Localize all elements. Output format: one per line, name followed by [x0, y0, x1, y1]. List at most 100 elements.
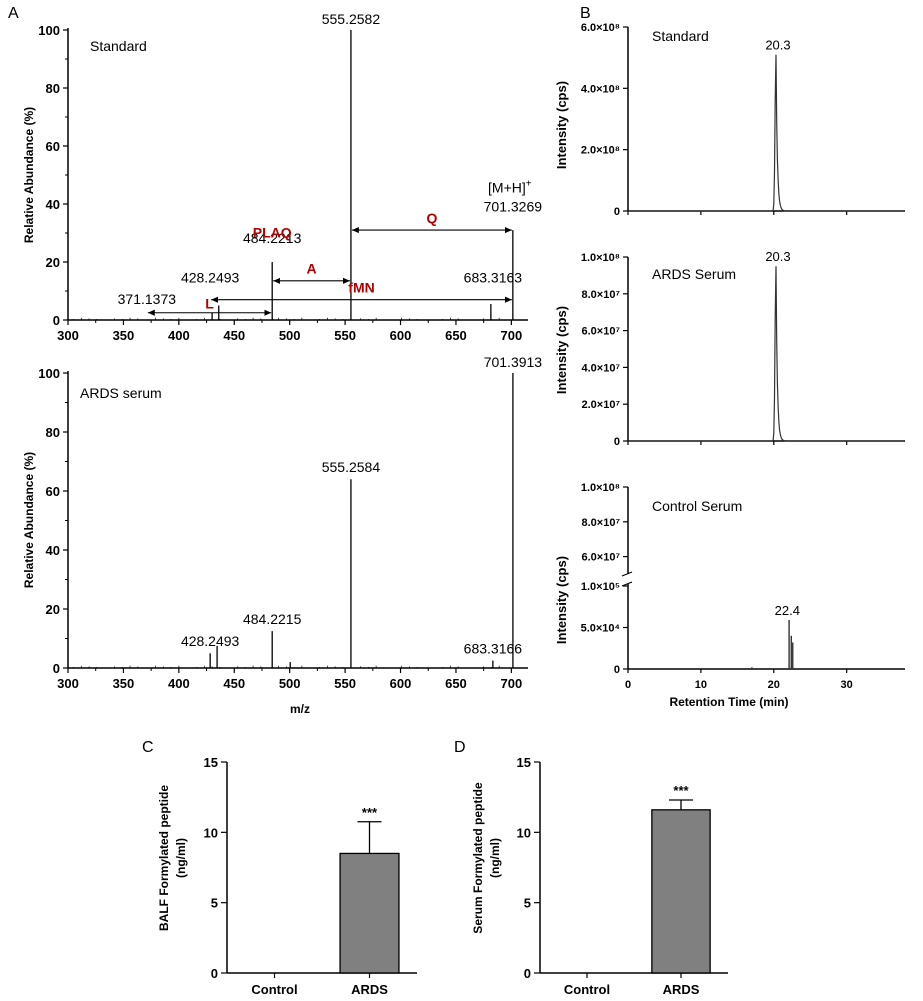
spectrum-ards-x-tick-label: 450: [223, 676, 245, 691]
spectrum-ards-title: ARDS serum: [80, 385, 162, 401]
spectrum-standard-y-tick-label: 40: [46, 197, 60, 212]
chrom-control-y-tick-label: 0: [614, 664, 620, 676]
chrom-standard-ylabel: Intensity (cps): [554, 81, 569, 169]
chrom-control-y-tick-label: 1.0×10⁵: [581, 581, 620, 593]
serum-bar-ards: [651, 809, 711, 974]
panel-letter-c: C: [142, 739, 154, 756]
chrom-standard-y-tick-label: 6.0×10⁸: [581, 22, 620, 34]
serum-significance: ***: [673, 783, 689, 798]
spectrum-standard-peak-label: 371.1373: [118, 291, 177, 307]
panel-letter-d: D: [454, 739, 466, 756]
spectrum-standard-peak-label: 555.2582: [322, 11, 381, 27]
spectrum-ards-peak-label: 484.2215: [243, 611, 302, 627]
spectrum-standard-y-tick-label: 0: [53, 313, 60, 328]
chrom-control-x-tick-label: 0: [625, 679, 631, 691]
balf-ylabel-line2: (ng/ml): [174, 838, 188, 878]
fragment-label: L: [205, 295, 214, 311]
spectrum-ards-peak-label: 555.2584: [322, 459, 381, 475]
spectrum-ards-x-tick-label: 500: [279, 676, 301, 691]
chrom-ards-ylabel: Intensity (cps): [554, 306, 569, 394]
spectrum-standard-peak-label: 428.2493: [181, 269, 240, 285]
chrom-control-ylabel: Intensity (cps): [554, 556, 569, 644]
chrom-standard-y-tick-label: 4.0×10⁸: [581, 83, 620, 95]
chrom-control-peak-label: 22.4: [775, 603, 800, 618]
spectrum-ards-peak-label: 428.2493: [181, 633, 240, 649]
balf-category-label: Control: [251, 982, 297, 997]
chrom-control: 6.0×10⁷ 8.0×10⁷ 1.0×10⁸ 0 5.0×10⁴ 1.0×10⁵ 0 10 2…: [554, 482, 905, 709]
balf-significance: ***: [362, 805, 378, 820]
spectrum-ards-xlabel: m/z: [290, 702, 310, 716]
serum-ylabel-line2: (ng/ml): [488, 838, 502, 878]
panel-letter-a: A: [8, 5, 19, 22]
spectrum-standard-y-tick-label: 20: [46, 255, 60, 270]
fragment-label: PLAQ: [253, 224, 292, 240]
chrom-control-y-tick-label: 6.0×10⁷: [582, 552, 621, 564]
spectrum-standard-x-tick-label: 600: [390, 328, 412, 343]
panel-letter-b: B: [580, 5, 591, 22]
chrom-control-axis-break: [621, 571, 633, 577]
chrom-ards-peak-label: 20.3: [765, 249, 790, 264]
spectrum-ards-y-tick-label: 60: [46, 484, 60, 499]
chrom-ards-y-tick-label: 2.0×10⁷: [582, 399, 621, 411]
spectrum-standard-x-tick-label: 650: [445, 328, 467, 343]
chrom-standard-title: Standard: [652, 28, 709, 44]
serum-y-tick-label: 15: [517, 755, 531, 770]
chrom-standard-trace: [628, 54, 905, 212]
chrom-control-x-tick-label: 10: [695, 679, 707, 691]
spectrum-ards-x-tick-label: 350: [113, 676, 135, 691]
chrom-ards-y-tick-label: 1.0×10⁸: [581, 252, 620, 264]
balf-y-tick-label: 10: [204, 825, 218, 840]
bar-chart-serum: 0 5 10 15 Control ARDS *** Serum Formylated p…: [471, 755, 728, 997]
spectrum-ards-y-tick-label: 20: [46, 602, 60, 617]
balf-bar-ards: [339, 852, 400, 974]
chrom-ards-trace: [628, 266, 905, 442]
spectrum-ards-y-tick-label: 80: [46, 425, 60, 440]
spectrum-ards-x-tick-label: 650: [445, 676, 467, 691]
spectrum-standard-x-tick-label: 500: [279, 328, 301, 343]
serum-category-label: ARDS: [663, 982, 700, 997]
chrom-ards-y-tick-label: 0: [614, 436, 620, 448]
fragment-label: A: [307, 261, 317, 277]
serum-y-tick-label: 0: [524, 966, 531, 981]
serum-category-label: Control: [564, 982, 610, 997]
chrom-control-axis-break: [621, 581, 633, 587]
spectrum-ards-y-tick-label: 100: [38, 366, 60, 381]
chrom-control-y-tick-label: 5.0×10⁴: [581, 623, 620, 635]
balf-y-tick-label: 5: [211, 896, 218, 911]
spectrum-ards-y-tick-label: 0: [53, 661, 60, 676]
chrom-control-title: Control Serum: [652, 498, 742, 514]
chrom-standard: 0 2.0×10⁸ 4.0×10⁸ 6.0×10⁸ 20.3 Standard Int…: [554, 22, 905, 218]
balf-category-label: ARDS: [351, 982, 388, 997]
balf-y-tick-label: 0: [211, 966, 218, 981]
chrom-control-y-tick-label: 1.0×10⁸: [581, 482, 620, 494]
precursor-label: [M+H]+: [488, 178, 532, 195]
serum-y-tick-label: 10: [517, 825, 531, 840]
chrom-standard-y-tick-label: 2.0×10⁸: [581, 145, 620, 157]
serum-ylabel-line1: Serum Formylated peptide: [471, 782, 485, 934]
fragment-label: fMN: [348, 279, 374, 295]
spectrum-standard-x-tick-label: 450: [223, 328, 245, 343]
spectrum-standard-y-tick-label: 60: [46, 139, 60, 154]
spectrum-standard-x-tick-label: 350: [113, 328, 135, 343]
spectrum-standard-x-tick-label: 700: [501, 328, 523, 343]
bar-chart-balf: 0 5 10 15 Control ARDS *** BALF Formylated pe…: [157, 755, 417, 997]
balf-y-tick-label: 15: [204, 755, 218, 770]
spectrum-standard-y-tick-label: 100: [38, 23, 60, 38]
chrom-ards-y-tick-label: 4.0×10⁷: [582, 362, 621, 374]
chrom-ards-y-tick-label: 6.0×10⁷: [582, 326, 621, 338]
spectrum-ards-x-tick-label: 600: [390, 676, 412, 691]
chrom-standard-y-tick-label: 0: [614, 206, 620, 218]
chrom-control-xlabel: Retention Time (min): [669, 695, 788, 709]
spectrum-ards-y-tick-label: 40: [46, 543, 60, 558]
chrom-control-y-tick-label: 8.0×10⁷: [582, 517, 621, 529]
spectrum-ards-ylabel: Relative Abundance (%): [22, 452, 36, 588]
fragment-label: Q: [426, 210, 437, 226]
spectrum-standard-x-tick-label: 550: [334, 328, 356, 343]
spectrum-ards-x-tick-label: 550: [334, 676, 356, 691]
spectrum-standard-title: Standard: [90, 38, 147, 54]
chrom-ards: 0 2.0×10⁷ 4.0×10⁷ 6.0×10⁷ 8.0×10⁷ 1.0×10⁸ 20.…: [554, 249, 905, 448]
spectrum-standard-peak-label: 683.3163: [464, 269, 523, 285]
